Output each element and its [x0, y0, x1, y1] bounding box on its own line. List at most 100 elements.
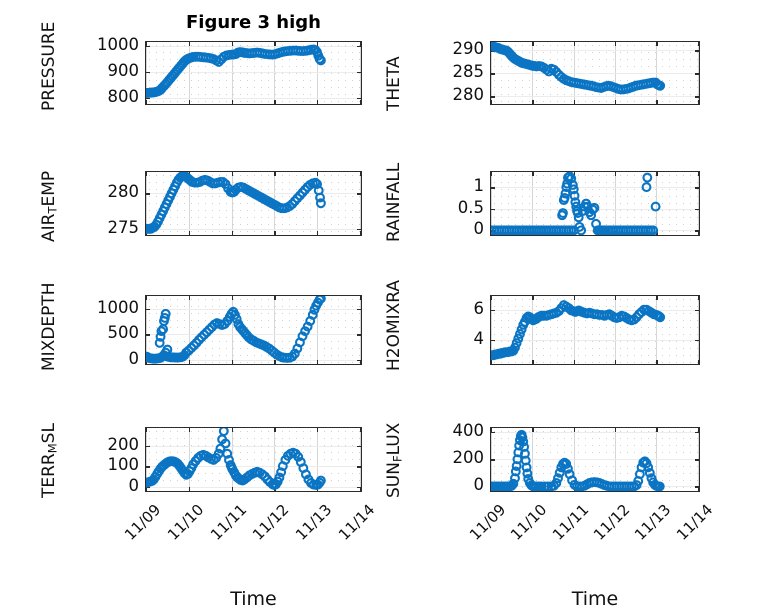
- x-tick-mark-top-pressure: [274, 42, 276, 46]
- axes-sun_flux: [490, 427, 700, 492]
- y-gridline-mixdepth: [146, 308, 361, 310]
- figure-title: Figure 3 high: [186, 12, 321, 33]
- data-series-theta: [491, 42, 666, 95]
- y-tick-mark-terr_msl: [146, 445, 150, 447]
- axes-theta: [490, 41, 700, 105]
- x-tick-mark-sun_flux: [697, 487, 699, 491]
- x-tick-mark-top-sun_flux: [656, 428, 658, 432]
- x-tick-mark-pressure: [231, 100, 233, 104]
- x-tick-mark-top-air_temp: [231, 172, 233, 176]
- y-axis-label-tail-sun_flux: LUX: [384, 422, 404, 456]
- axes-terr_msl: [145, 427, 362, 492]
- x-gridline-theta: [656, 42, 658, 104]
- y-tick-mark-terr_msl: [146, 466, 150, 468]
- y-tick-label-rainfall: 1: [473, 176, 485, 196]
- x-tick-mark-top-terr_msl: [231, 428, 233, 432]
- x-tick-mark-rainfall: [697, 231, 699, 235]
- y-tick-label-mixdepth: 1000: [97, 297, 139, 317]
- y-tick-mark-right-h2omixra: [695, 309, 699, 312]
- y-gridline-mixdepth: [146, 359, 361, 361]
- x-tick-mark-top-rainfall: [491, 172, 493, 176]
- x-tick-mark-top-terr_msl: [359, 428, 361, 432]
- x-tick-mark-top-theta: [573, 42, 576, 46]
- x-tick-label-sun_flux-2: 11/11: [548, 500, 593, 544]
- figure-root: 800 900 1000 PRESSURE 280 285 290 THETA 275 280 AI…: [39, 12, 716, 609]
- x-tick-mark-top-theta: [532, 42, 534, 46]
- y-tick-label-sun_flux: 0: [473, 475, 485, 495]
- y-tick-label-terr_msl: 0: [128, 475, 140, 495]
- x-gridline-pressure: [317, 42, 319, 104]
- axes-h2omixra: [490, 295, 700, 365]
- y-tick-mark-right-rainfall: [695, 208, 699, 211]
- x-tick-mark-pressure: [359, 100, 361, 104]
- x-tick-mark-top-h2omixra: [532, 296, 534, 300]
- y-tick-label-theta: 280: [452, 85, 485, 105]
- y-axis-label-base-terr_msl: TERR: [39, 453, 59, 498]
- x-gridline-h2omixra: [532, 296, 534, 364]
- y-axis-label-tail-air_temp: EMP: [39, 170, 59, 207]
- x-gridline-pressure: [274, 42, 276, 104]
- x-gridline-h2omixra: [491, 296, 492, 364]
- x-gridline-air_temp: [146, 172, 147, 235]
- x-gridline-pressure: [188, 42, 190, 104]
- y-tick-mark-right-terr_msl: [357, 466, 361, 468]
- x-tick-mark-h2omixra: [697, 360, 699, 364]
- data-series-air_temp: [146, 172, 326, 234]
- y-tick-mark-right-mixdepth: [357, 308, 361, 311]
- x-tick-mark-top-sun_flux: [573, 428, 576, 432]
- x-gridline-theta: [615, 42, 617, 104]
- y-tick-label-terr_msl: 200: [107, 434, 140, 454]
- x-tick-label-sun_flux-4: 11/13: [631, 500, 675, 544]
- axes-rainfall: [490, 171, 700, 236]
- y-gridline-h2omixra: [491, 340, 699, 342]
- x-tick-mark-air_temp: [231, 231, 233, 235]
- x-tick-mark-top-theta: [656, 42, 658, 46]
- x-tick-mark-top-rainfall: [656, 172, 658, 176]
- x-gridline-rainfall: [697, 172, 699, 235]
- x-gridline-mixdepth: [188, 296, 190, 364]
- x-axis-label-terr_msl: Time: [230, 588, 277, 610]
- x-tick-mark-top-mixdepth: [231, 296, 233, 300]
- x-tick-label-sun_flux-3: 11/12: [590, 500, 634, 544]
- x-tick-mark-mixdepth: [231, 360, 233, 364]
- x-gridline-h2omixra: [615, 296, 617, 364]
- y-tick-mark-air_temp: [146, 193, 150, 195]
- y-tick-mark-right-mixdepth: [357, 334, 361, 336]
- y-tick-mark-mixdepth: [146, 334, 150, 336]
- x-tick-mark-theta: [573, 100, 576, 104]
- x-tick-mark-top-h2omixra: [656, 296, 658, 300]
- x-tick-mark-pressure: [317, 100, 319, 104]
- x-tick-mark-theta: [615, 100, 617, 104]
- x-tick-mark-top-mixdepth: [188, 296, 191, 300]
- axes-air_temp: [145, 171, 362, 236]
- x-gridline-air_temp: [359, 172, 361, 235]
- x-tick-mark-top-pressure: [146, 42, 148, 46]
- x-tick-mark-top-sun_flux: [532, 428, 534, 432]
- y-gridline-theta: [491, 73, 699, 75]
- y-gridline-rainfall: [491, 187, 699, 189]
- y-tick-mark-right-mixdepth: [357, 359, 361, 362]
- x-tick-label-terr_msl-3: 11/12: [249, 500, 293, 544]
- y-tick-mark-theta: [491, 96, 495, 98]
- x-tick-label-terr_msl-2: 11/11: [206, 500, 250, 544]
- x-tick-mark-top-h2omixra: [573, 296, 576, 300]
- y-gridline-terr_msl: [146, 466, 361, 468]
- y-axis-label-subscript-terr_msl: M: [45, 443, 60, 454]
- y-tick-label-mixdepth: 500: [107, 323, 140, 343]
- y-tick-mark-rainfall: [491, 187, 495, 189]
- y-tick-label-air_temp: 280: [107, 182, 140, 202]
- y-axis-label-base-air_temp: AIR: [39, 213, 59, 242]
- x-tick-label-terr_msl-1: 11/10: [163, 500, 208, 544]
- x-tick-mark-theta: [656, 100, 658, 104]
- x-gridline-mixdepth: [231, 296, 233, 364]
- x-tick-mark-terr_msl: [146, 487, 148, 491]
- x-tick-mark-top-mixdepth: [146, 296, 148, 300]
- y-tick-label-rainfall: 0.5: [457, 197, 484, 217]
- x-gridline-mixdepth: [359, 296, 361, 364]
- x-gridline-terr_msl: [188, 428, 190, 491]
- y-tick-mark-mixdepth: [146, 308, 150, 311]
- x-tick-mark-terr_msl: [188, 487, 191, 491]
- y-tick-mark-right-air_temp: [357, 228, 361, 231]
- y-tick-mark-right-pressure: [357, 45, 361, 48]
- y-tick-mark-pressure: [146, 97, 150, 100]
